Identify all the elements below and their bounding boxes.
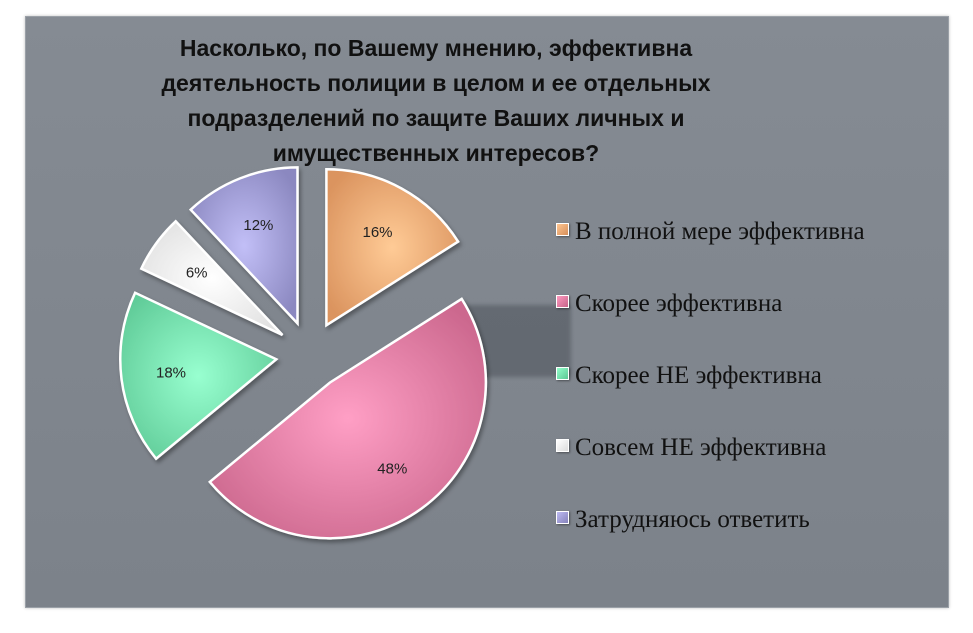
pie-slice-rather-not <box>119 291 279 461</box>
chart-slide: Насколько, по Вашему мнению, эффективна … <box>25 16 949 608</box>
legend-swatch <box>556 511 569 524</box>
slice-label-hard-to-say: 12% <box>243 217 273 234</box>
pie-slice-full <box>325 167 460 328</box>
legend-label: Скорее НЕ эффективна <box>575 362 822 389</box>
legend-label: Затрудняюсь ответить <box>575 506 810 533</box>
slice-label-full: 16% <box>362 224 392 241</box>
legend-label: В полной мере эффективна <box>575 218 865 245</box>
pie-slice-rather-effective <box>208 297 488 540</box>
slice-label-rather-effective: 48% <box>377 460 407 477</box>
legend-item-hard-to-say: Затрудняюсь ответить <box>556 506 865 578</box>
legend-swatch <box>556 367 569 380</box>
legend-item-rather-effective: Скорее эффективна <box>556 290 865 362</box>
legend-label: Совсем НЕ эффективна <box>575 434 827 461</box>
slice-label-rather-not: 18% <box>156 365 186 382</box>
legend-item-full: В полной мере эффективна <box>556 218 865 290</box>
slice-label-not-at-all: 6% <box>186 265 208 282</box>
pie-slice-hard-to-say <box>188 166 299 327</box>
legend-swatch <box>556 439 569 452</box>
legend-item-rather-not: Скорее НЕ эффективна <box>556 362 865 434</box>
pie-slice-not-at-all <box>139 219 284 337</box>
pie-slices <box>119 166 488 540</box>
legend-item-not-at-all: Совсем НЕ эффективна <box>556 434 865 506</box>
pie-slice-labels: 16% 48% 18% 6% 12% <box>156 217 407 477</box>
legend-label: Скорее эффективна <box>575 290 783 317</box>
chart-legend: В полной мере эффективна Скорее эффективн… <box>556 218 865 578</box>
legend-swatch <box>556 295 569 308</box>
legend-swatch <box>556 223 569 236</box>
chart-title: Насколько, по Вашему мнению, эффективна … <box>161 35 711 166</box>
